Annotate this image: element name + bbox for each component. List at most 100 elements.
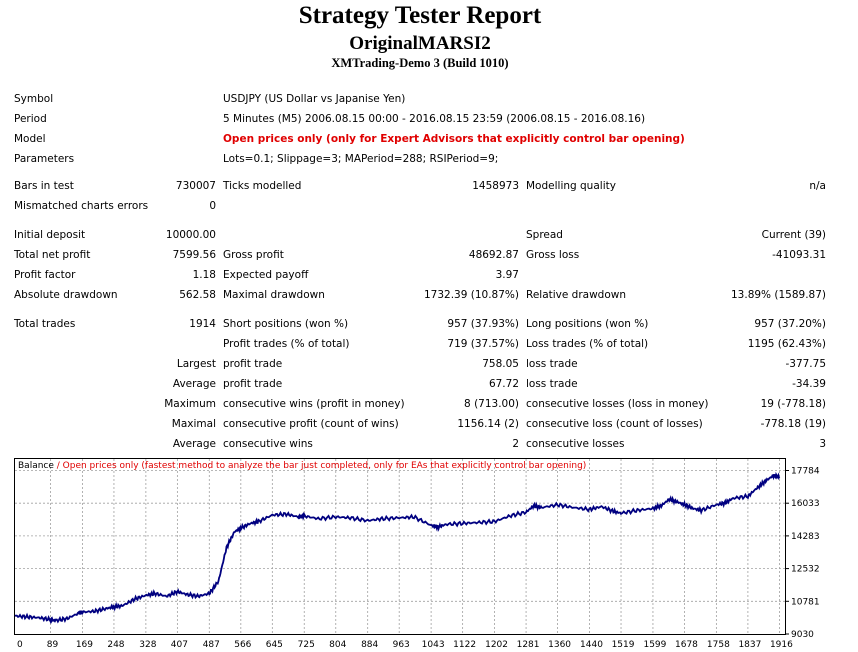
absolute-drawdown-value: 562.58	[179, 289, 216, 301]
total-trades-label: Total trades	[14, 318, 76, 330]
x-tick-label: 248	[107, 640, 124, 650]
x-tick-label: 0	[17, 640, 23, 650]
x-tick-label: 1916	[770, 640, 793, 650]
bars-label: Bars in test	[14, 180, 74, 192]
legend-series-name: Balance	[18, 461, 54, 471]
x-tick-label: 89	[47, 640, 59, 650]
symbol-label: Symbol	[14, 93, 54, 105]
maximal-drawdown-value: 1732.39 (10.87%)	[424, 289, 519, 301]
spread-label: Spread	[526, 229, 563, 241]
model-value: Open prices only (only for Expert Adviso…	[223, 133, 685, 145]
maximal-consecutive-loss-label: consecutive loss (count of losses)	[526, 418, 703, 430]
x-tick-label: 1122	[453, 640, 476, 650]
average-consecutive-losses-value: 3	[819, 438, 826, 450]
balance-line	[14, 471, 781, 625]
model-label: Model	[14, 133, 46, 145]
relative-drawdown-label: Relative drawdown	[526, 289, 627, 301]
max-consecutive-wins-label: consecutive wins (profit in money)	[223, 398, 405, 410]
profit-trades-value: 719 (37.57%)	[447, 338, 519, 350]
period-value: 5 Minutes (M5) 2006.08.15 00:00 - 2016.0…	[223, 113, 646, 125]
quality-value: n/a	[809, 180, 826, 192]
expected-payoff-label: Expected payoff	[223, 269, 309, 281]
total-trades-value: 1914	[189, 318, 216, 330]
average-loss-value: -34.39	[792, 378, 826, 390]
long-positions-value: 957 (37.20%)	[754, 318, 826, 330]
short-positions-value: 957 (37.93%)	[447, 318, 519, 330]
maximum-label: Maximum	[164, 398, 216, 410]
x-tick-label: 884	[361, 640, 378, 650]
average-loss-label: loss trade	[526, 378, 578, 390]
x-tick-label: 1043	[422, 640, 445, 650]
x-tick-label: 1519	[612, 640, 635, 650]
ticks-label: Ticks modelled	[223, 180, 302, 192]
profit-factor-label: Profit factor	[14, 269, 76, 281]
largest-loss-label: loss trade	[526, 358, 578, 370]
server-build: XMTrading-Demo 3 (Build 1010)	[331, 56, 509, 70]
balance-chart-frame	[14, 458, 786, 635]
expert-advisor-name: OriginalMARSI2	[349, 33, 491, 54]
short-positions-label: Short positions (won %)	[223, 318, 349, 330]
profit-trades-label: Profit trades (% of total)	[223, 338, 350, 350]
symbol-value: USDJPY (US Dollar vs Japanise Yen)	[223, 93, 406, 105]
x-tick-label: 963	[393, 640, 410, 650]
net-profit-label: Total net profit	[14, 249, 91, 261]
maximal-label: Maximal	[171, 418, 216, 430]
max-consecutive-losses-value: 19 (-778.18)	[760, 398, 826, 410]
x-tick-label: 804	[329, 640, 346, 650]
y-tick-label: 17784	[791, 467, 820, 477]
relative-drawdown-value: 13.89% (1589.87)	[731, 289, 826, 301]
x-tick-label: 645	[266, 640, 283, 650]
y-tick-label: 14283	[791, 532, 820, 542]
x-tick-label: 1281	[517, 640, 540, 650]
max-consecutive-losses-label: consecutive losses (loss in money)	[526, 398, 709, 410]
y-tick-label: 10781	[791, 597, 820, 607]
legend-model-note: / Open prices only (fastest method to an…	[53, 461, 587, 471]
period-label: Period	[14, 113, 47, 125]
average-consecutive-wins-value: 2	[512, 438, 519, 450]
quality-label: Modelling quality	[526, 180, 616, 192]
x-tick-label: 328	[139, 640, 156, 650]
x-tick-label: 1202	[485, 640, 508, 650]
x-tick-label: 1440	[580, 640, 603, 650]
chart-legend: Balance / Open prices only (fastest meth…	[18, 460, 586, 472]
average-profit-label: profit trade	[223, 378, 283, 390]
maximal-consecutive-profit-label: consecutive profit (count of wins)	[223, 418, 399, 430]
average-label: Average	[172, 378, 216, 390]
mismatch-label: Mismatched charts errors	[14, 200, 149, 212]
gross-loss-label: Gross loss	[526, 249, 580, 261]
largest-label: Largest	[176, 358, 216, 370]
average-consecutive-losses-label: consecutive losses	[526, 438, 625, 450]
loss-trades-label: Loss trades (% of total)	[526, 338, 649, 350]
ticks-value: 1458973	[472, 180, 519, 192]
parameters-label: Parameters	[14, 153, 75, 165]
parameters-value: Lots=0.1; Slippage=3; MAPeriod=288; RSIP…	[223, 153, 499, 165]
x-tick-label: 169	[76, 640, 93, 650]
long-positions-label: Long positions (won %)	[526, 318, 649, 330]
x-tick-label: 1758	[707, 640, 730, 650]
x-tick-label: 566	[234, 640, 251, 650]
y-tick-label: 12532	[791, 565, 820, 575]
profit-factor-value: 1.18	[192, 269, 216, 281]
deposit-value: 10000.00	[165, 229, 216, 241]
bars-value: 730007	[175, 180, 216, 192]
x-tick-label: 1360	[548, 640, 571, 650]
expected-payoff-value: 3.97	[495, 269, 519, 281]
maximal-consecutive-loss-value: -778.18 (19)	[760, 418, 826, 430]
spread-value: Current (39)	[761, 229, 826, 241]
average-consecutive-label: Average	[172, 438, 216, 450]
deposit-label: Initial deposit	[14, 229, 86, 241]
x-tick-label: 407	[171, 640, 188, 650]
absolute-drawdown-label: Absolute drawdown	[14, 289, 118, 301]
largest-profit-value: 758.05	[482, 358, 519, 370]
mismatch-value: 0	[209, 200, 216, 212]
average-consecutive-wins-label: consecutive wins	[223, 438, 313, 450]
gross-loss-value: -41093.31	[772, 249, 826, 261]
largest-profit-label: profit trade	[223, 358, 283, 370]
average-profit-value: 67.72	[488, 378, 519, 390]
x-tick-label: 1599	[643, 640, 666, 650]
maximal-consecutive-profit-value: 1156.14 (2)	[457, 418, 519, 430]
x-tick-label: 1678	[675, 640, 698, 650]
maximal-drawdown-label: Maximal drawdown	[223, 289, 325, 301]
y-tick-label: 9030	[791, 630, 814, 640]
largest-loss-value: -377.75	[785, 358, 826, 370]
